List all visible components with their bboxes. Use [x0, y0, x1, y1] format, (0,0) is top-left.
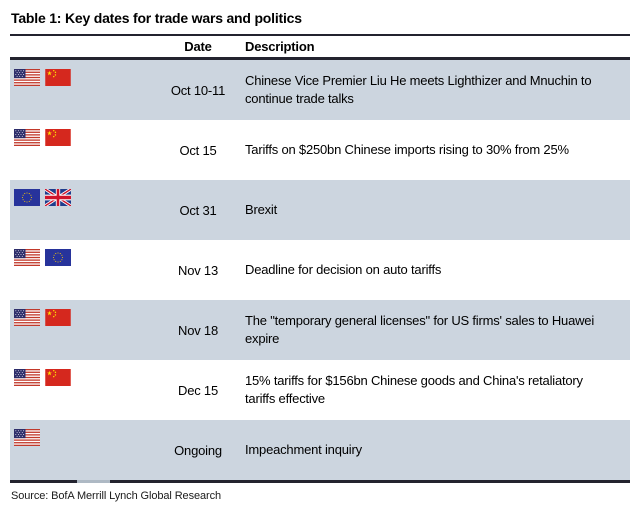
column-header-description: Description — [245, 39, 315, 54]
eu-flag-icon — [14, 189, 40, 206]
row-description: Deadline for decision on auto tariffs — [245, 261, 442, 277]
row-flags — [10, 300, 158, 360]
row-description: The "temporary general licenses" for US … — [245, 312, 595, 346]
table-body: Oct 10-11 Chinese Vice Premier Liu He me… — [10, 60, 630, 480]
usa-flag-icon — [14, 249, 40, 266]
row-description: Chinese Vice Premier Liu He meets Lighth… — [245, 72, 592, 106]
row-description: Impeachment inquiry — [245, 441, 362, 457]
title-rule — [10, 34, 630, 36]
row-flags — [10, 120, 158, 180]
usa-flag-icon — [14, 429, 40, 446]
row-date: Nov 18 — [178, 322, 218, 338]
column-header-date: Date — [184, 39, 212, 54]
row-flags — [10, 60, 158, 120]
row-description: Tariffs on $250bn Chinese imports rising… — [245, 141, 569, 157]
usa-flag-icon — [14, 129, 40, 146]
eu-flag-icon — [45, 249, 71, 266]
row-date: Nov 13 — [178, 262, 218, 278]
row-date: Oct 10-11 — [170, 82, 226, 98]
row-description: 15% tariffs for $156bn Chinese goods and… — [245, 372, 583, 406]
china-flag-icon — [45, 69, 71, 86]
table-title: Table 1: Key dates for trade wars and po… — [11, 10, 302, 26]
row-date: Oct 31 — [179, 202, 217, 218]
table-row: Ongoing Impeachment inquiry — [10, 420, 630, 480]
source-note: Source: BofA Merrill Lynch Global Resear… — [11, 490, 221, 502]
row-flags — [10, 420, 158, 480]
row-date: Ongoing — [174, 442, 222, 458]
row-date: Oct 15 — [179, 142, 217, 158]
usa-flag-icon — [14, 309, 40, 326]
row-description: Brexit — [245, 201, 278, 217]
row-flags — [10, 240, 158, 300]
table-row: Oct 10-11 Chinese Vice Premier Liu He me… — [10, 60, 630, 120]
table-row: Dec 15 15% tariffs for $156bn Chinese go… — [10, 360, 630, 420]
row-flags — [10, 180, 158, 240]
china-flag-icon — [45, 129, 71, 146]
row-date: Dec 15 — [178, 382, 218, 398]
bottom-rule — [10, 480, 630, 483]
usa-flag-icon — [14, 369, 40, 386]
usa-flag-icon — [14, 69, 40, 86]
table-row: Oct 31 Brexit — [10, 180, 630, 240]
table-row: Nov 18 The "temporary general licenses" … — [10, 300, 630, 360]
header-rule — [10, 57, 630, 60]
table-header-row: Date Description — [10, 36, 630, 57]
table-row: Oct 15 Tariffs on $250bn Chinese imports… — [10, 120, 630, 180]
row-flags — [10, 360, 158, 420]
china-flag-icon — [45, 309, 71, 326]
china-flag-icon — [45, 369, 71, 386]
table-row: Nov 13 Deadline for decision on auto tar… — [10, 240, 630, 300]
uk-flag-icon — [45, 189, 71, 206]
